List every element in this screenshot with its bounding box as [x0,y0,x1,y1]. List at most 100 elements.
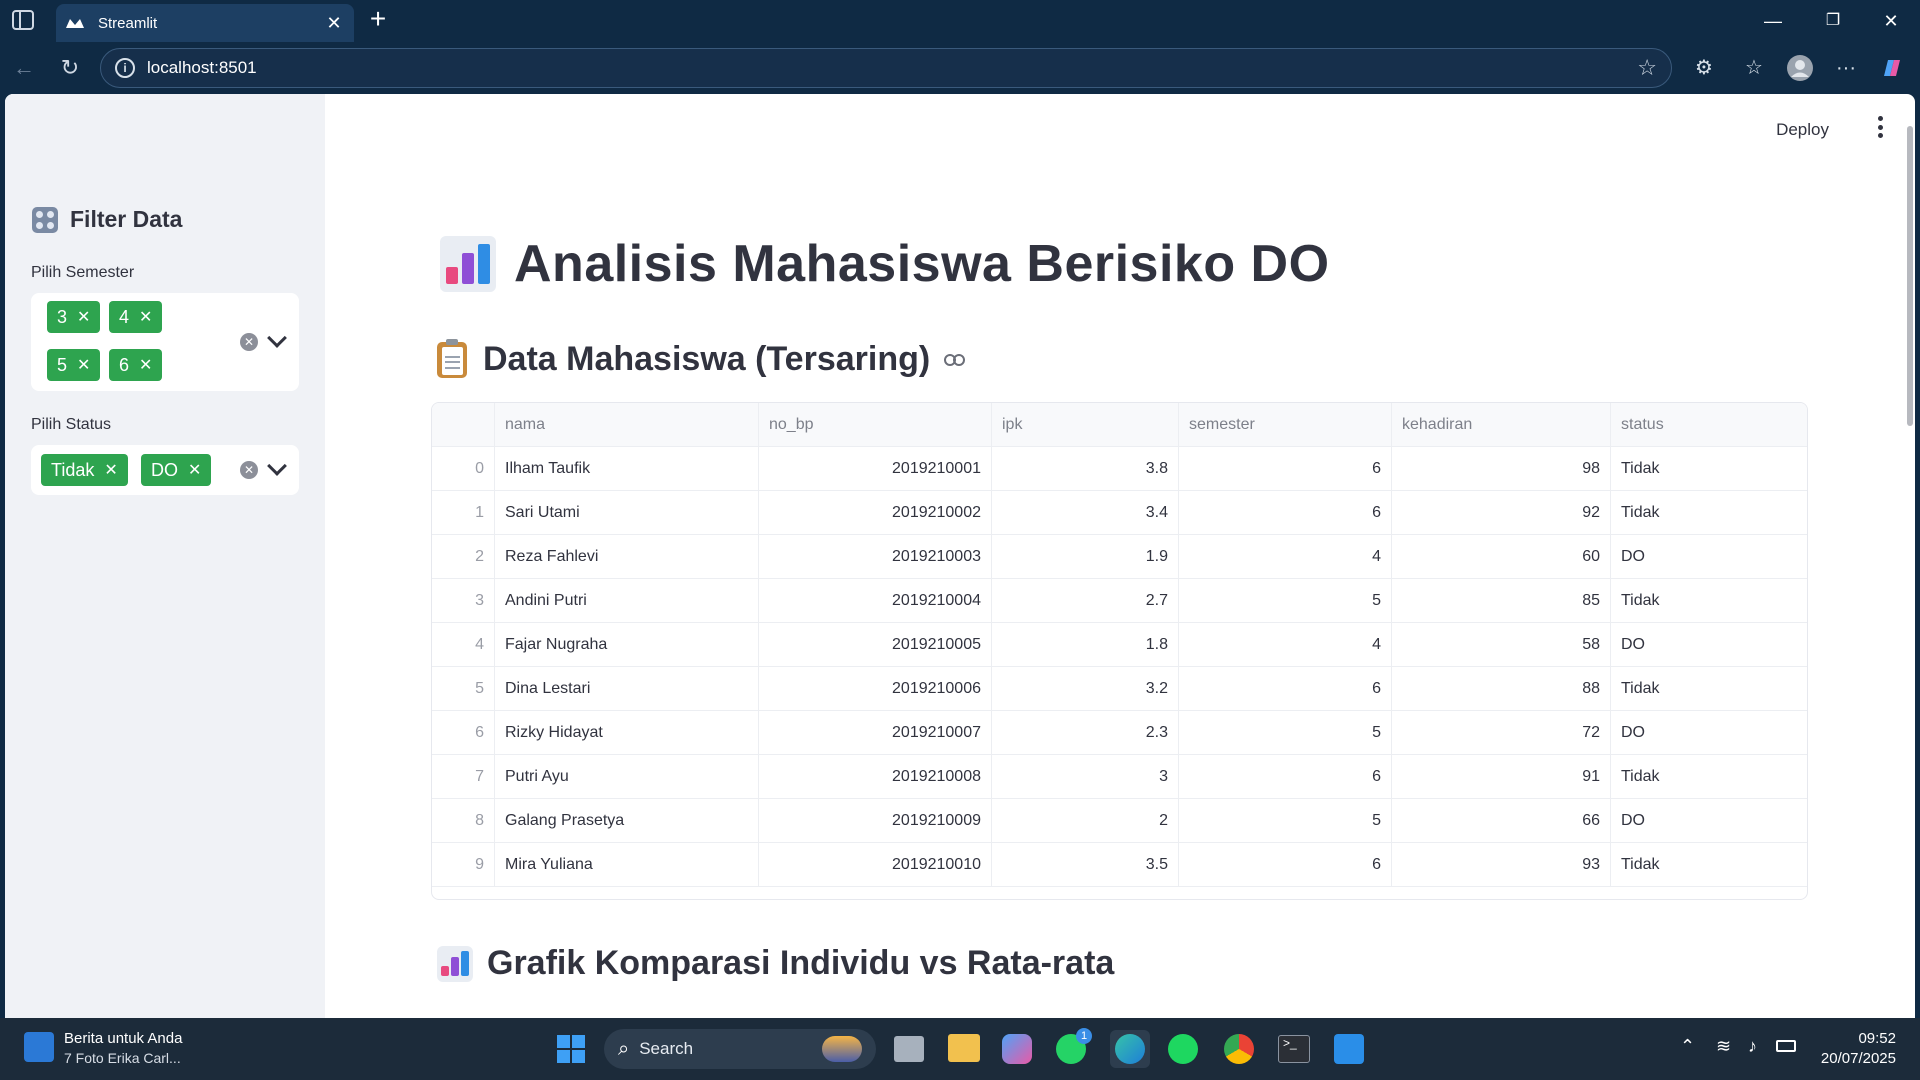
semester-chip[interactable]: 6 ✕ [109,349,163,381]
table-row[interactable]: 7 Putri Ayu 2019210008 3 6 91 Tidak [432,755,1807,799]
table-cell[interactable]: Tidak [1621,856,1660,873]
table-cell[interactable]: 5 [1179,799,1392,843]
table-cell[interactable]: Mira Yuliana [495,843,759,887]
remove-chip-icon[interactable]: ✕ [104,462,118,479]
table-cell[interactable]: 2019210009 [759,799,992,843]
table-cell[interactable]: 6 [1179,491,1392,535]
spotify-icon[interactable] [1168,1034,1198,1064]
table-cell[interactable]: 5 [1179,711,1392,755]
column-header[interactable]: kehadiran [1392,403,1611,447]
deploy-button[interactable]: Deploy [1776,120,1829,139]
table-cell[interactable]: 92 [1392,491,1611,535]
table-cell[interactable]: Andini Putri [495,579,759,623]
chevron-down-icon[interactable] [267,456,287,476]
table-cell[interactable]: 98 [1392,447,1611,491]
column-header[interactable]: no_bp [759,403,992,447]
table-cell[interactable]: DO [1621,724,1645,741]
table-cell[interactable]: 2019210010 [759,843,992,887]
url-field[interactable]: i localhost:8501 ☆ [100,48,1672,88]
browser-tab[interactable]: Streamlit ✕ [56,4,354,42]
table-row[interactable]: 8 Galang Prasetya 2019210009 2 5 66 DO [432,799,1807,843]
table-cell[interactable]: Ilham Taufik [495,447,759,491]
table-cell[interactable]: Reza Fahlevi [495,535,759,579]
status-multiselect[interactable]: Tidak ✕ DO ✕ ✕ [31,445,299,495]
table-cell[interactable]: Dina Lestari [495,667,759,711]
table-cell[interactable]: 3.8 [992,447,1179,491]
table-cell[interactable]: Tidak [1621,680,1660,697]
table-cell[interactable]: 1.8 [992,623,1179,667]
row-index-cell[interactable]: 3 [432,579,495,623]
table-cell[interactable]: 2019210008 [759,755,992,799]
table-row[interactable]: 3 Andini Putri 2019210004 2.7 5 85 Tidak [432,579,1807,623]
status-chip[interactable]: Tidak ✕ [41,454,128,486]
reload-icon[interactable]: ↻ [60,55,80,80]
table-cell[interactable]: 3 [992,755,1179,799]
extensions-icon[interactable]: ⚙ [1695,57,1713,79]
table-cell[interactable]: 6 [1179,667,1392,711]
row-index-cell[interactable]: 9 [432,843,495,887]
table-cell[interactable]: 4 [1179,623,1392,667]
tray-chevron-icon[interactable]: ⌃ [1680,1036,1696,1056]
table-cell[interactable]: 66 [1392,799,1611,843]
scrollbar[interactable] [1907,126,1913,426]
table-cell[interactable]: 2019210003 [759,535,992,579]
row-index-cell[interactable]: 7 [432,755,495,799]
copilot-app-icon[interactable] [1002,1034,1032,1064]
table-cell[interactable]: DO [1621,636,1645,653]
task-view-icon[interactable] [894,1036,924,1062]
row-index-cell[interactable]: 6 [432,711,495,755]
column-header[interactable]: nama [495,403,759,447]
table-cell[interactable]: 2019210006 [759,667,992,711]
battery-icon[interactable] [1776,1040,1796,1052]
news-widget-title[interactable]: Berita untuk Anda [64,1030,183,1047]
table-cell[interactable]: 5 [1179,579,1392,623]
clock-date[interactable]: 20/07/2025 [1820,1050,1896,1067]
remove-chip-icon[interactable]: ✕ [77,309,91,326]
terminal-icon[interactable]: >_ [1278,1035,1310,1063]
table-cell[interactable]: Tidak [1621,460,1660,477]
row-index-cell[interactable]: 4 [432,623,495,667]
table-row[interactable]: 5 Dina Lestari 2019210006 3.2 6 88 Tidak [432,667,1807,711]
table-cell[interactable]: 6 [1179,447,1392,491]
vscode-icon[interactable] [1334,1034,1364,1064]
table-cell[interactable]: DO [1621,812,1645,829]
link-icon[interactable] [944,353,966,366]
table-cell[interactable]: 2.7 [992,579,1179,623]
semester-chip[interactable]: 3 ✕ [47,301,101,333]
table-cell[interactable]: 3.5 [992,843,1179,887]
table-row[interactable]: 1 Sari Utami 2019210002 3.4 6 92 Tidak [432,491,1807,535]
table-cell[interactable]: 2019210005 [759,623,992,667]
table-cell[interactable]: Fajar Nugraha [495,623,759,667]
remove-chip-icon[interactable]: ✕ [77,357,91,374]
table-row[interactable]: 0 Ilham Taufik 2019210001 3.8 6 98 Tidak [432,447,1807,491]
table-cell[interactable]: Tidak [1621,768,1660,785]
data-table[interactable]: nama no_bp ipk semester kehadiran status… [431,402,1808,900]
url-text[interactable]: localhost:8501 [147,58,257,77]
clear-all-icon[interactable]: ✕ [240,461,258,479]
profile-avatar-icon[interactable] [1786,54,1814,82]
table-cell[interactable]: Putri Ayu [495,755,759,799]
remove-chip-icon[interactable]: ✕ [139,357,153,374]
minimize-icon[interactable]: — [1764,11,1782,31]
semester-chip[interactable]: 4 ✕ [109,301,163,333]
table-row[interactable]: 9 Mira Yuliana 2019210010 3.5 6 93 Tidak [432,843,1807,887]
copilot-icon[interactable] [1878,54,1906,82]
table-cell[interactable]: Tidak [1621,504,1660,521]
table-cell[interactable]: 72 [1392,711,1611,755]
remove-chip-icon[interactable]: ✕ [139,309,153,326]
table-row[interactable]: 4 Fajar Nugraha 2019210005 1.8 4 58 DO [432,623,1807,667]
table-cell[interactable]: 2019210007 [759,711,992,755]
table-cell[interactable]: DO [1621,548,1645,565]
file-explorer-icon[interactable] [948,1034,980,1062]
wifi-icon[interactable]: ≋ [1716,1036,1732,1056]
table-cell[interactable]: 6 [1179,755,1392,799]
table-cell[interactable]: 3.2 [992,667,1179,711]
close-window-icon[interactable]: ✕ [1883,11,1899,31]
table-cell[interactable]: 91 [1392,755,1611,799]
table-cell[interactable]: 6 [1179,843,1392,887]
news-widget-subtitle[interactable]: 7 Foto Erika Carl... [64,1050,181,1066]
remove-chip-icon[interactable]: ✕ [188,462,202,479]
table-row[interactable]: 6 Rizky Hidayat 2019210007 2.3 5 72 DO [432,711,1807,755]
semester-multiselect[interactable]: 3 ✕ 4 ✕ 5 ✕ 6 ✕ ✕ [31,293,299,391]
edge-taskbar-slot[interactable] [1110,1030,1150,1068]
